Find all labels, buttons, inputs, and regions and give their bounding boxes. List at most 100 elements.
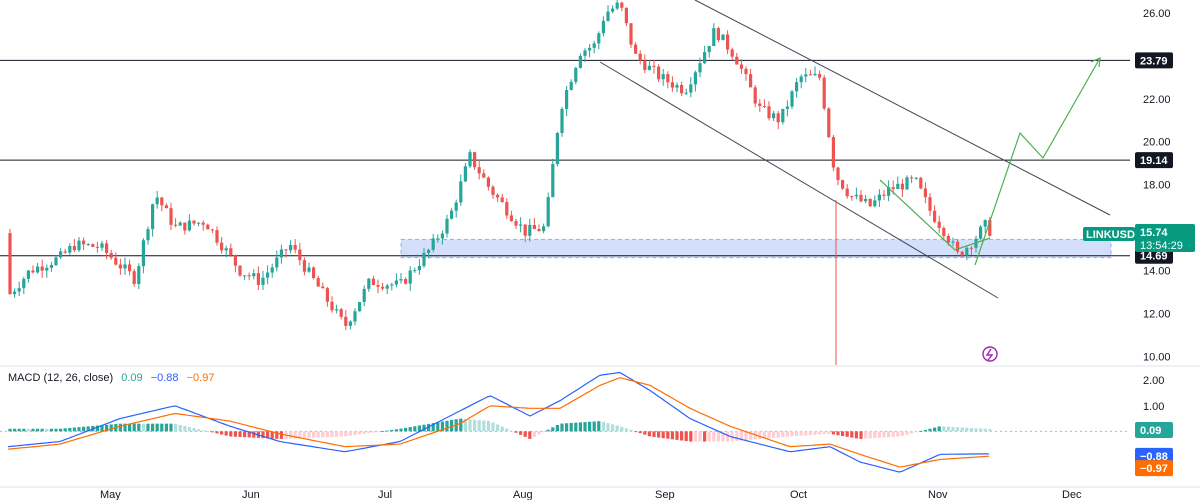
macd-histogram-bar	[845, 431, 849, 437]
candle	[933, 205, 937, 223]
candle	[500, 193, 504, 203]
candle	[293, 239, 297, 254]
macd-histogram-bar	[528, 431, 532, 439]
candle	[670, 76, 674, 92]
candle	[298, 242, 302, 266]
price-axis[interactable]: 26.0024.0022.0020.0018.0016.0014.0012.00…	[1143, 8, 1171, 413]
candle	[979, 225, 983, 240]
macd-histogram-bar	[105, 424, 109, 432]
macd-histogram-bar	[307, 431, 311, 438]
macd-histogram-bar	[854, 431, 858, 439]
candle	[928, 193, 932, 216]
macd-histogram-bar	[192, 428, 196, 432]
macd-histogram-bar	[721, 431, 725, 442]
macd-histogram-bar	[440, 421, 444, 432]
candle	[606, 5, 610, 22]
candle	[141, 238, 145, 274]
macd-histogram-bar	[348, 431, 352, 436]
macd-histogram-bar	[555, 424, 559, 432]
candle	[532, 218, 536, 230]
candle	[762, 99, 766, 109]
macd-histogram-bar	[693, 431, 697, 442]
candle	[17, 281, 21, 297]
trend-channel[interactable]	[599, 0, 1111, 365]
time-tick-label: Aug	[513, 489, 533, 500]
candle	[657, 64, 661, 83]
macd-histogram-bar	[960, 427, 964, 432]
macd-histogram-bar	[335, 431, 339, 437]
candle	[873, 195, 877, 208]
candle	[868, 198, 872, 208]
horizontal-levels[interactable]	[0, 59, 1130, 257]
macd-histogram-bar	[371, 431, 375, 433]
macd-histogram-bar	[316, 431, 320, 438]
candle	[900, 179, 904, 197]
macd-histogram-bar	[983, 428, 987, 432]
candle	[565, 86, 569, 117]
candle	[555, 132, 559, 167]
macd-histogram-bar	[684, 431, 688, 442]
candle	[795, 77, 799, 98]
macd-histogram-bar	[385, 430, 389, 432]
svg-text:−0.88: −0.88	[1140, 451, 1168, 463]
macd-histogram-bar	[109, 424, 113, 432]
macd-histogram-bar	[785, 431, 789, 437]
demand-zone[interactable]	[400, 238, 1112, 259]
candle	[551, 158, 555, 198]
candle	[256, 266, 260, 290]
macd-histogram-bar	[353, 431, 357, 436]
macd-histogram-bar	[275, 431, 279, 439]
lightning-icon	[982, 346, 998, 362]
candle	[882, 189, 886, 201]
candle	[210, 228, 214, 234]
macd-histogram-bar	[900, 431, 904, 436]
candle	[243, 275, 247, 280]
candle	[703, 45, 707, 64]
macd-histogram-bar	[850, 431, 854, 438]
candle	[445, 214, 449, 238]
candle	[661, 68, 665, 86]
candle	[427, 248, 431, 259]
candle	[22, 276, 26, 295]
channel-upper-line	[694, 0, 1111, 216]
time-tick-label: Dec	[1062, 489, 1082, 500]
macd-histogram-bar	[417, 425, 421, 432]
candle	[799, 74, 803, 89]
candle	[275, 250, 279, 272]
candle	[523, 224, 527, 243]
macd-histogram-bar	[799, 431, 803, 436]
macd-legend[interactable]: MACD (12, 26, close) 0.09 −0.88 −0.97	[8, 372, 219, 384]
svg-text:−0.97: −0.97	[1140, 463, 1168, 475]
candle	[450, 207, 454, 220]
macd-histogram-bar	[509, 430, 513, 432]
macd-histogram-bar	[887, 431, 891, 438]
macd-histogram-bar	[36, 428, 40, 432]
candle	[36, 262, 40, 274]
macd-histogram-bar	[914, 431, 918, 433]
candle	[431, 233, 435, 253]
candle	[675, 82, 679, 93]
time-tick-label: Sep	[655, 489, 675, 500]
candle	[905, 175, 909, 190]
macd-histogram-bar	[201, 430, 205, 432]
time-axis[interactable]: May Jun Jul Aug Sep Oct Nov Dec	[100, 489, 1082, 500]
candle	[371, 275, 375, 286]
candle	[601, 16, 605, 37]
alert-icon[interactable]	[982, 346, 998, 362]
macd-histogram-bar	[77, 427, 81, 432]
macd-histogram-bar	[542, 431, 546, 433]
candle	[109, 249, 113, 260]
macd-histogram-bar	[252, 431, 256, 438]
candle	[459, 174, 463, 206]
macd-histogram-bar	[776, 431, 780, 438]
candle	[680, 81, 684, 97]
candle	[822, 74, 826, 111]
macd-histogram-bar	[86, 426, 90, 432]
macd-histogram-bar	[270, 431, 274, 439]
macd-histogram-bar	[339, 431, 343, 437]
candle	[546, 192, 550, 228]
projection-path[interactable]	[879, 57, 1101, 266]
candle	[155, 190, 159, 209]
macd-histogram-bar	[187, 427, 191, 432]
